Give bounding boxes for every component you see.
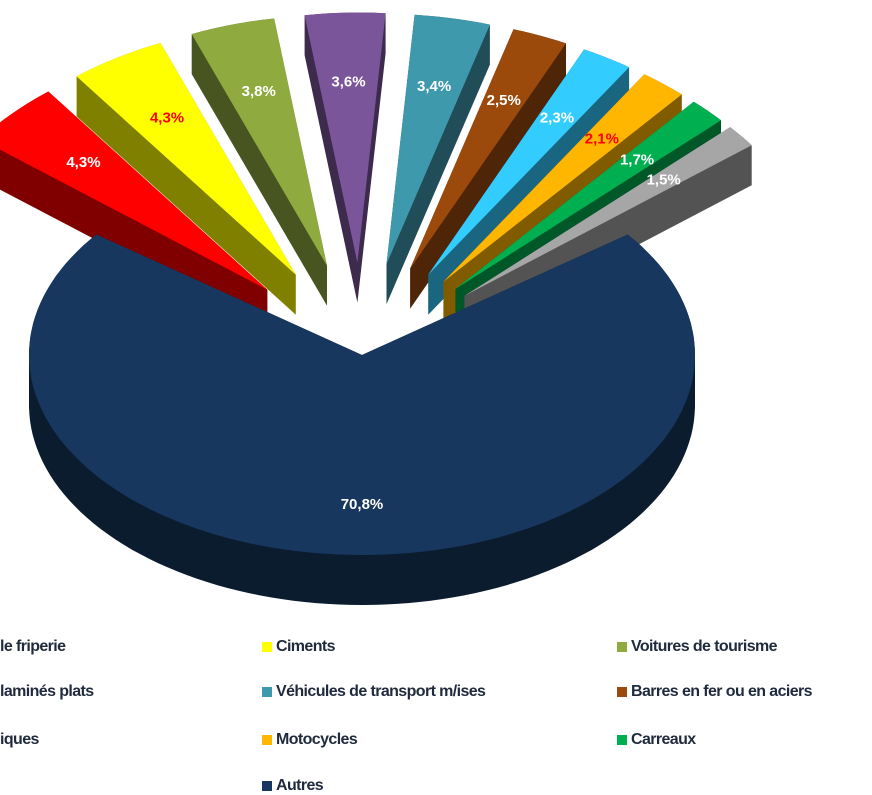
slice xyxy=(410,29,566,269)
legend-swatch xyxy=(617,735,627,745)
value-label: 2,3% xyxy=(540,109,574,126)
slice xyxy=(29,234,695,555)
legend-label: Barres en fer ou en aciers xyxy=(631,683,813,700)
legend-label: Motocycles xyxy=(276,731,358,748)
legend-swatch xyxy=(617,687,627,697)
value-label: 1,5% xyxy=(647,172,681,189)
slice xyxy=(304,12,386,263)
legend-label: iques xyxy=(0,731,39,748)
value-label: 1,7% xyxy=(620,152,654,169)
value-label: 3,8% xyxy=(242,83,276,100)
legend-label: Ciments xyxy=(276,638,336,655)
slice xyxy=(464,127,752,296)
legend-label: Véhicules de transport m/ises xyxy=(276,683,486,700)
legend-label: Voitures de tourisme xyxy=(631,638,778,655)
value-label: 4,3% xyxy=(66,154,100,171)
legend-swatch xyxy=(262,781,272,791)
slice xyxy=(428,49,630,275)
legend-label: Autres xyxy=(276,777,324,794)
value-label: 70,8% xyxy=(341,496,384,513)
legend-label: Carreaux xyxy=(631,731,696,748)
value-label: 4,3% xyxy=(150,109,184,126)
slice xyxy=(455,101,721,289)
value-label: 2,5% xyxy=(487,92,521,109)
legend-swatch xyxy=(617,642,627,652)
legend-label: laminés plats xyxy=(0,683,94,700)
slice xyxy=(0,91,268,290)
slice xyxy=(191,18,327,266)
value-label: 3,6% xyxy=(331,74,365,91)
legend-swatch xyxy=(262,735,272,745)
legend-swatch xyxy=(262,687,272,697)
legend-swatch xyxy=(262,642,272,652)
slice xyxy=(386,14,490,265)
legend-label: le friperie xyxy=(0,638,66,655)
slice xyxy=(76,43,296,275)
value-label: 3,4% xyxy=(417,78,451,95)
value-label: 2,1% xyxy=(585,130,619,147)
slice xyxy=(443,74,682,282)
